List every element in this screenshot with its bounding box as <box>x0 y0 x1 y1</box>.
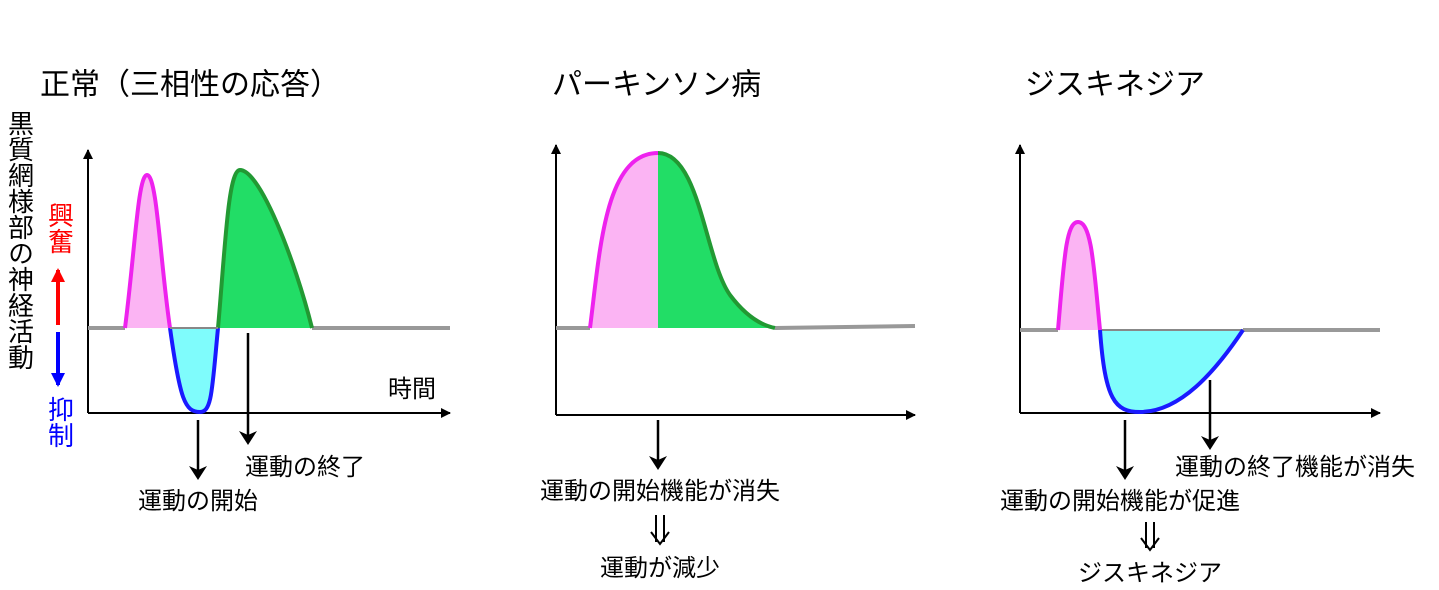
rebound-area <box>658 153 775 328</box>
annotation: 運動の終了 <box>245 453 365 481</box>
panel-parkinson: パーキンソン病 運動の開始機能が消失 運動が減少 <box>540 68 916 582</box>
annotation: 運動の開始機能が消失 <box>540 477 780 505</box>
excite-area <box>590 153 658 328</box>
panel-title: ジスキネジア <box>1025 68 1205 103</box>
baseline <box>556 324 916 330</box>
inhibit-area <box>1100 330 1243 412</box>
annotation: 運動の開始機能が促進 <box>1000 487 1240 515</box>
inhibit-curve <box>1098 328 1245 415</box>
inhibit-label: 抑制 <box>44 396 74 448</box>
x-axis-label: 時間 <box>388 375 436 403</box>
excite-curve <box>123 172 172 329</box>
inhibit-curve <box>168 327 220 415</box>
double-arrow <box>650 515 670 546</box>
excite-curve <box>588 151 659 329</box>
panel-title: パーキンソン病 <box>552 68 761 103</box>
rebound-area <box>218 170 312 328</box>
annotation: 運動の終了機能が消失 <box>1175 453 1415 481</box>
y-axis-label: 黒質網様部の神経活動 <box>4 110 34 370</box>
panel-normal: 正常（三相性の応答） 黒質網様部の神経活動 興奮 抑制 時間 運動の終了 運動の… <box>4 68 451 515</box>
rebound-curve <box>657 151 776 330</box>
panel-title: 正常（三相性の応答） <box>40 68 340 103</box>
annotation: ジスキネジア <box>1078 559 1222 587</box>
double-arrow <box>1140 522 1160 552</box>
excite-curve <box>1056 219 1102 331</box>
annotation: 運動が減少 <box>600 554 720 582</box>
panel-dyskinesia: ジスキネジア 運動の終了機能が消失 運動の開始機能が促進 ジスキネジア <box>1000 68 1415 588</box>
annotation: 運動の開始 <box>138 487 258 515</box>
rebound-curve <box>216 167 314 329</box>
excite-area <box>125 175 170 328</box>
excite-label: 興奮 <box>44 202 74 254</box>
